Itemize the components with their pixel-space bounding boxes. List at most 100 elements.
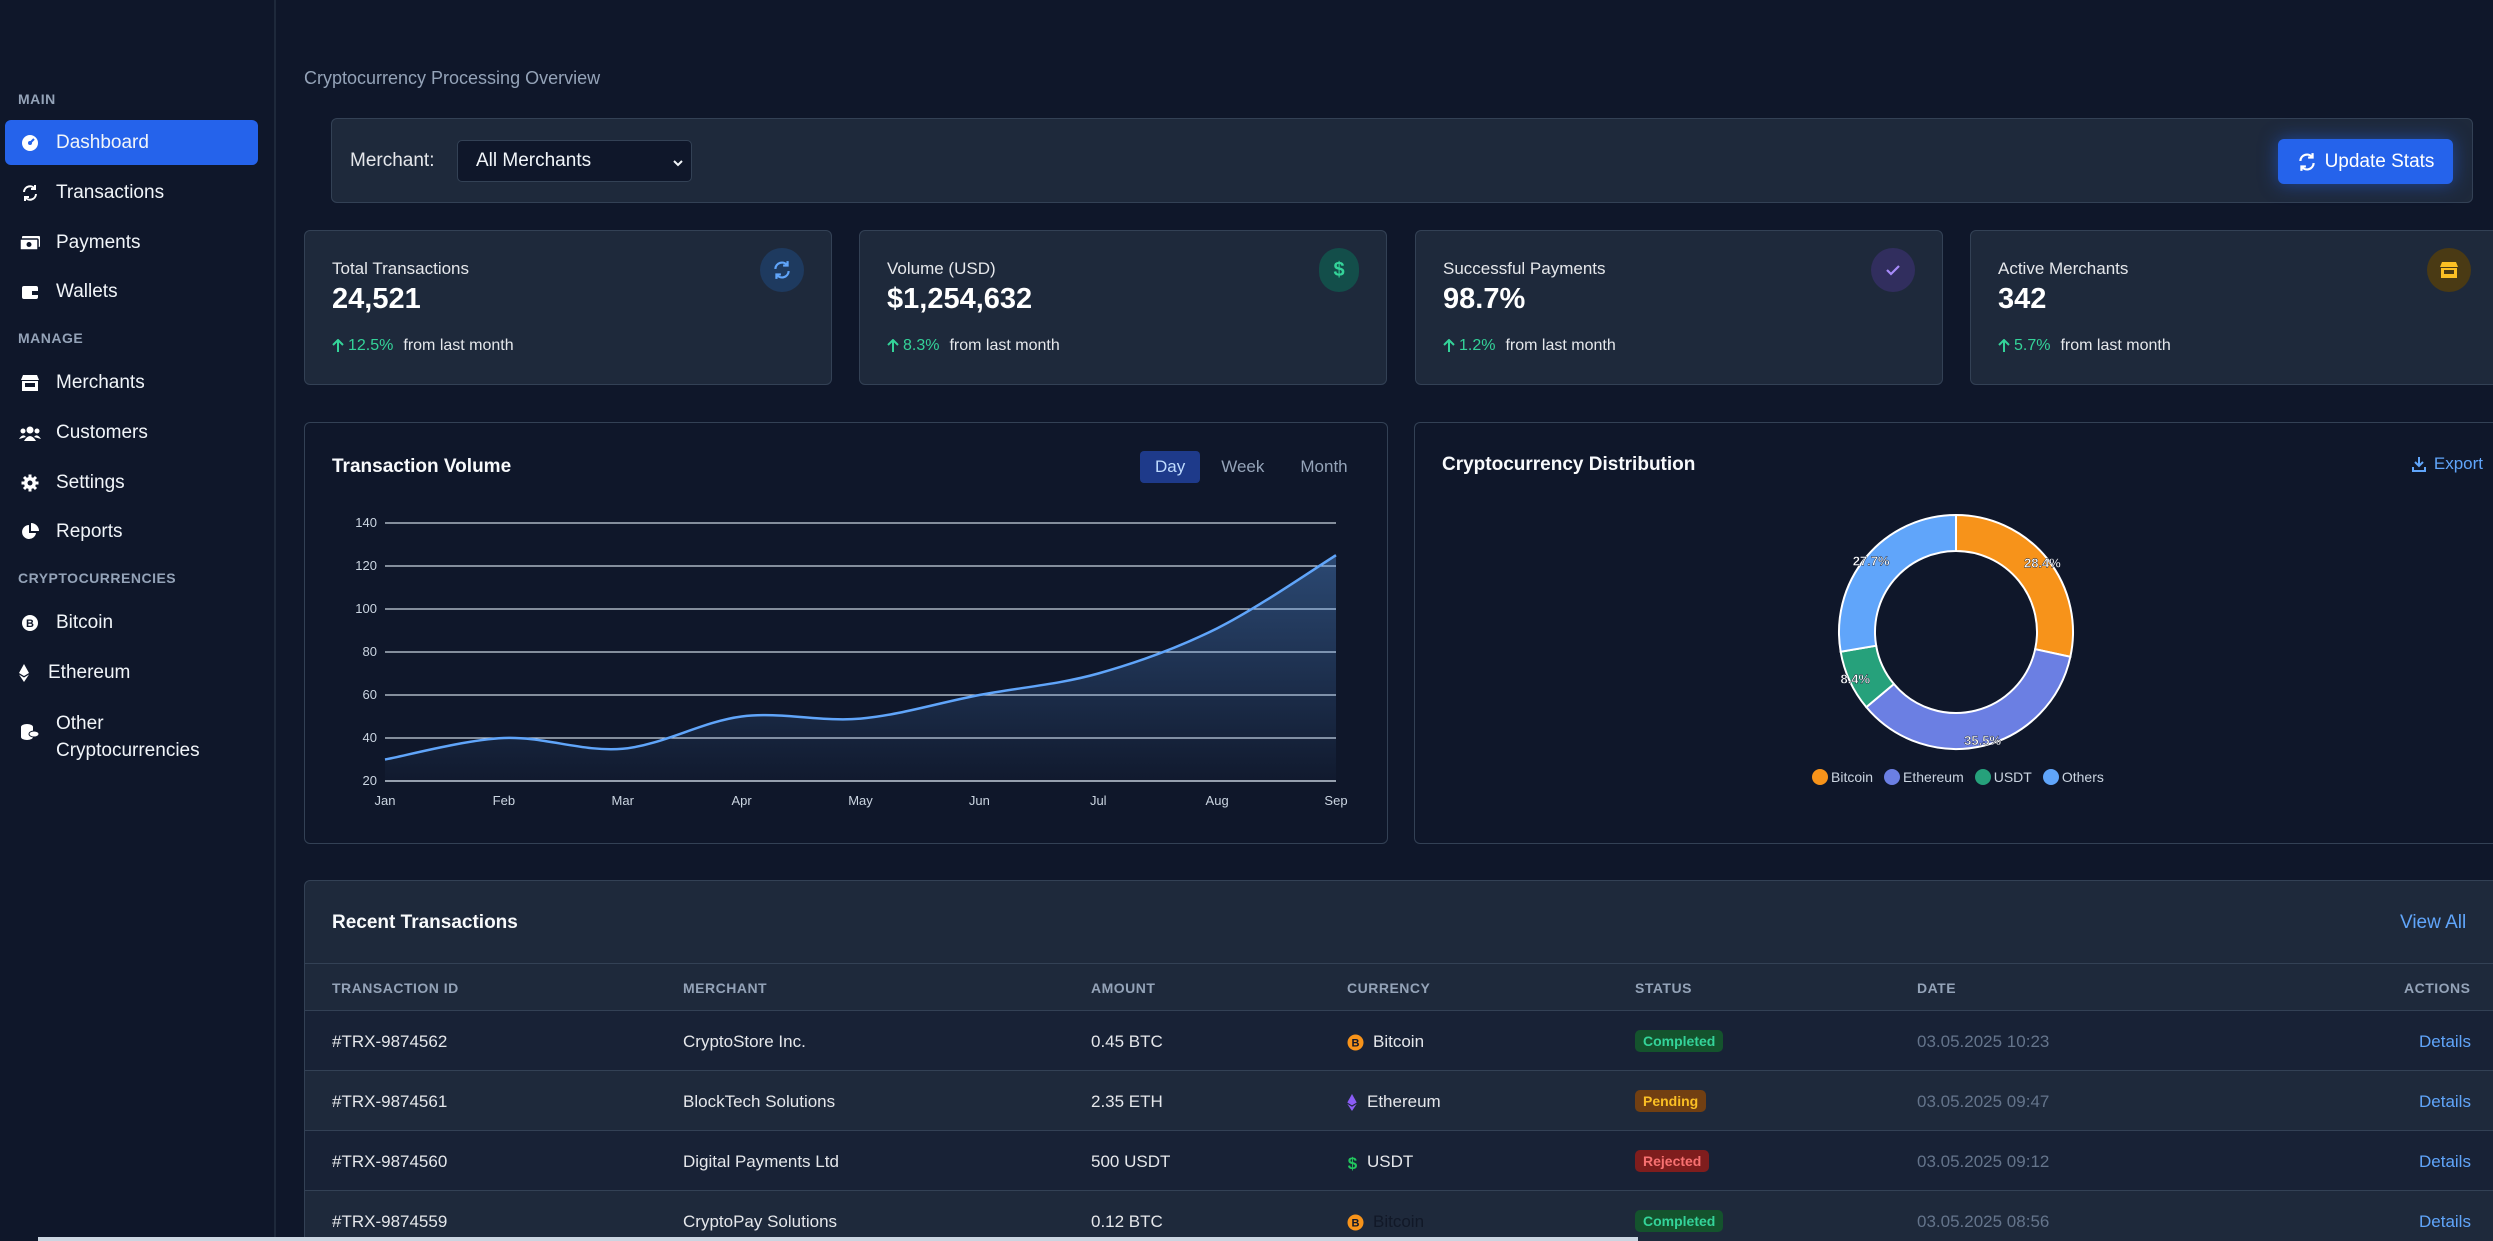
legend-item[interactable]: Others	[2042, 769, 2104, 785]
view-all-link[interactable]: View All	[2400, 912, 2467, 933]
stat-value: $1,254,632	[887, 283, 1033, 315]
details-link[interactable]: Details	[2419, 1212, 2471, 1231]
svg-text:$: $	[1348, 1154, 1358, 1172]
stat-value: 24,521	[332, 283, 421, 315]
column-header: DATE	[1917, 980, 1957, 996]
stat-change-suffix: from last month	[2060, 337, 2171, 354]
x-tick-label: Jul	[1090, 793, 1107, 808]
y-tick-label: 40	[363, 730, 377, 745]
tab-day[interactable]: Day	[1140, 451, 1201, 483]
sidebar-item-ethereum[interactable]: Ethereum	[5, 650, 258, 695]
users-icon	[18, 421, 42, 445]
y-tick-label: 60	[363, 687, 377, 702]
stat-value: 342	[1998, 283, 2047, 315]
x-tick-label: Jan	[375, 793, 396, 808]
amount: 0.12 BTC	[1091, 1212, 1163, 1231]
stat-change-value: 8.3%	[903, 337, 940, 354]
status-label: Completed	[1635, 1210, 1724, 1232]
stat-title: Active Merchants	[1998, 259, 2129, 278]
tab-week[interactable]: Week	[1221, 457, 1265, 476]
pie-icon	[18, 520, 42, 544]
stat-change-suffix: from last month	[403, 337, 514, 354]
sidebar-item-merchants[interactable]: Merchants	[5, 360, 258, 405]
legend-item[interactable]: Bitcoin	[1812, 769, 1873, 785]
legend-label: USDT	[1993, 769, 2032, 785]
sidebar-item-payments[interactable]: Payments	[5, 220, 258, 265]
stat-card-volume: Volume (USD) $1,254,632 8.3% from last m…	[859, 230, 1387, 385]
y-tick-label: 20	[363, 773, 377, 788]
money-icon	[18, 231, 42, 255]
details-link[interactable]: Details	[2419, 1152, 2471, 1171]
bitcoin-icon: B	[1347, 1214, 1364, 1231]
legend-swatch	[1884, 769, 1901, 785]
trend-up: 5.7%	[1998, 337, 2050, 355]
update-stats-label: Update Stats	[2324, 150, 2435, 172]
pie-slice	[1955, 513, 2074, 658]
y-tick-label: 80	[363, 644, 377, 659]
table-row: #TRX-9874561 BlockTech Solutions 2.35 ET…	[305, 1071, 2493, 1131]
stat-title: Total Transactions	[332, 259, 470, 278]
panel-title: Transaction Volume	[332, 456, 512, 477]
dollar-icon: $	[1347, 1154, 1358, 1172]
y-tick-label: 100	[355, 601, 377, 616]
stat-change: 5.7% from last month	[1998, 337, 2171, 355]
stat-change: 12.5% from last month	[332, 337, 514, 355]
pie-slice	[1838, 513, 1957, 653]
sidebar-item-dashboard[interactable]: Dashboard	[5, 120, 258, 165]
slice-label: 28.4%	[2024, 555, 2061, 570]
currency: Ethereum	[1347, 1092, 1441, 1112]
details-link[interactable]: Details	[2419, 1092, 2471, 1111]
sidebar-item-bitcoin[interactable]: B Bitcoin	[5, 600, 258, 645]
column-header: MERCHANT	[683, 980, 768, 996]
column-header: ACTIONS	[2404, 980, 2471, 996]
sidebar-item-customers[interactable]: Customers	[5, 410, 258, 455]
status-badge: Pending	[1635, 1090, 1707, 1112]
sidebar-item-other-cryptocurrencies[interactable]: Other Cryptocurrencies	[5, 706, 258, 776]
merchant-name: CryptoPay Solutions	[683, 1212, 838, 1231]
sidebar-item-reports[interactable]: Reports	[5, 509, 258, 554]
status-badge: Rejected	[1635, 1150, 1710, 1172]
trend-up: 8.3%	[887, 337, 939, 355]
dollar-icon: $	[1319, 248, 1359, 292]
sidebar-item-transactions[interactable]: Transactions	[5, 170, 258, 215]
currency-label: Ethereum	[1367, 1092, 1441, 1111]
legend-item[interactable]: USDT	[1974, 769, 2032, 785]
trend-up: 12.5%	[332, 337, 393, 355]
transaction-date: 03.05.2025 08:56	[1917, 1212, 2050, 1231]
horizontal-scrollbar[interactable]	[38, 1237, 1638, 1241]
status-label: Completed	[1635, 1030, 1724, 1052]
merchant-select[interactable]: All Merchants	[457, 140, 692, 182]
stat-change-suffix: from last month	[1505, 337, 1616, 354]
legend-label: Ethereum	[1903, 769, 1964, 785]
svg-text:B: B	[1352, 1037, 1360, 1049]
currency-label: Bitcoin	[1373, 1032, 1425, 1051]
legend-swatch	[1974, 769, 1991, 785]
currency: B Bitcoin	[1347, 1212, 1424, 1232]
arrow-up-icon	[1443, 339, 1455, 352]
stat-change: 8.3% from last month	[887, 337, 1060, 355]
stat-value: 98.7%	[1443, 283, 1526, 315]
arrow-up-icon	[332, 339, 344, 352]
legend-item[interactable]: Ethereum	[1884, 769, 1964, 785]
coins-icon	[18, 720, 42, 744]
sidebar-item-wallets[interactable]: Wallets	[5, 269, 258, 314]
merchant-select-value: All Merchants	[476, 150, 592, 171]
slice-label: 8.4%	[1840, 672, 1870, 687]
export-button[interactable]: Export	[2411, 454, 2483, 474]
legend-swatch	[1812, 769, 1828, 785]
sidebar-item-settings[interactable]: Settings	[5, 460, 258, 505]
stat-change-suffix: from last month	[949, 337, 1060, 354]
panel-title: Cryptocurrency Distribution	[1442, 454, 1696, 475]
transaction-date: 03.05.2025 09:12	[1917, 1152, 2050, 1171]
filter-bar: Merchant: All Merchants Update Stats	[331, 118, 2473, 203]
gear-icon	[18, 471, 42, 495]
tab-month[interactable]: Month	[1300, 457, 1348, 476]
sidebar: MAIN Dashboard Transactions Payments Wal…	[0, 0, 276, 1241]
x-tick-label: May	[848, 793, 873, 808]
sidebar-item-label: Ethereum	[48, 662, 131, 683]
page-title: Cryptocurrency Processing Overview	[304, 68, 601, 88]
export-label: Export	[2433, 454, 2483, 473]
transaction-volume-panel: Transaction Volume Day Week Month 20 40 60…	[304, 422, 1388, 844]
update-stats-button[interactable]: Update Stats	[2278, 139, 2453, 184]
details-link[interactable]: Details	[2419, 1032, 2471, 1051]
